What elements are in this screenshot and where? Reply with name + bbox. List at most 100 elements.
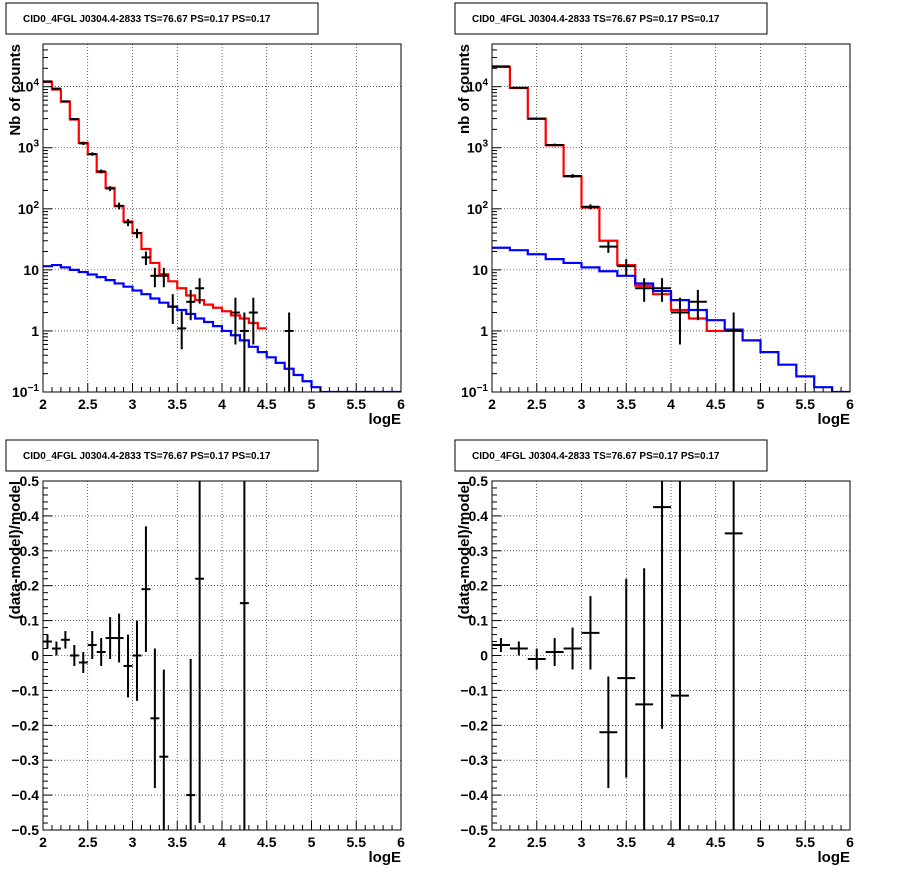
x-tick-label: 5 xyxy=(308,834,316,850)
data-point xyxy=(186,289,196,321)
x-tick-label: 4 xyxy=(667,396,675,412)
x-tick-label: 5 xyxy=(308,396,316,412)
data-point xyxy=(168,294,178,324)
data-point xyxy=(599,676,618,789)
x-tick-label: 4.5 xyxy=(706,396,726,412)
data-point xyxy=(563,174,582,178)
y-tick-label: −0.4 xyxy=(460,787,488,803)
data-point xyxy=(87,631,97,659)
x-tick-label: 2 xyxy=(488,396,496,412)
y-tick-base: 10 xyxy=(18,140,34,156)
y-tick-label: 0 xyxy=(31,648,39,664)
y-tick-label: −0.4 xyxy=(11,787,39,803)
data-point xyxy=(635,568,654,830)
y-tick-label: −0.2 xyxy=(460,717,488,733)
y-tick-base: 10 xyxy=(467,201,483,217)
x-tick-label: 5.5 xyxy=(347,396,367,412)
x-tick-label: 2.5 xyxy=(527,396,547,412)
y-tick-label: −0.3 xyxy=(11,752,39,768)
y-tick-label: 1 xyxy=(31,323,39,339)
data-point xyxy=(230,297,240,345)
series-layer xyxy=(492,481,743,830)
panel-2: 2 2.5 3 3.5 4 4.5 5 5.5 610−1110102103104logEnb … xyxy=(454,2,854,428)
data-point xyxy=(545,143,564,147)
data-point xyxy=(123,634,133,698)
y-tick-base: 10 xyxy=(467,140,483,156)
data-point xyxy=(492,65,510,68)
title-box xyxy=(454,439,768,472)
y-tick-label: 0.4 xyxy=(469,508,489,524)
x-tick-label: 3.5 xyxy=(617,834,637,850)
x-axis: 2 2.5 3 3.5 4 4.5 5 5.5 6 xyxy=(488,821,854,850)
y-tick-label: 10 xyxy=(472,262,488,278)
data-point xyxy=(123,219,133,227)
y-tick-exponent: 4 xyxy=(482,78,488,89)
data-point xyxy=(563,627,582,670)
data-point xyxy=(141,526,151,653)
panel-3: 2 2.5 3 3.5 4 4.5 5 5.5 6 −0.5 −0.4 −0.3 −0.2 −0.1 0 0.… xyxy=(5,439,405,866)
data-point xyxy=(527,648,546,670)
x-tick-label: 6 xyxy=(397,396,405,412)
y-tick-label: 0.5 xyxy=(20,473,40,489)
y-tick-label: 0.4 xyxy=(20,508,40,524)
x-tick-label: 3.5 xyxy=(168,396,188,412)
y-tick-base: 10 xyxy=(12,384,28,400)
data-point xyxy=(78,652,88,673)
x-tick-label: 5 xyxy=(757,396,765,412)
data-point xyxy=(114,202,124,210)
x-tick-label: 5 xyxy=(757,834,765,850)
y-tick-exponent: 3 xyxy=(482,139,488,150)
x-tick-label: 5.5 xyxy=(796,834,816,850)
series-layer xyxy=(43,80,401,392)
data-point xyxy=(581,596,600,670)
x-tick-label: 4 xyxy=(218,834,226,850)
y-tick-label: 0.1 xyxy=(469,613,489,629)
y-tick-base: 10 xyxy=(18,79,34,95)
panel-1: 2 2.5 3 3.5 4 4.5 5 5.5 610−1110102103104logENb … xyxy=(5,2,405,428)
title-box xyxy=(5,439,319,472)
y-tick-exponent: −1 xyxy=(477,383,489,394)
data-point xyxy=(60,100,70,103)
data-point xyxy=(159,267,169,288)
data-point xyxy=(195,278,205,304)
data-point xyxy=(284,312,294,392)
data-point xyxy=(671,481,689,830)
data-point xyxy=(617,578,636,778)
data-point xyxy=(159,669,169,830)
y-tick-label: 104 xyxy=(18,78,40,95)
background-histogram xyxy=(492,246,850,392)
chart-title: CID0_4FGL J0304.4-2833 TS=76.67 PS=0.17 … xyxy=(23,451,271,462)
x-axis-label: logE xyxy=(369,411,402,428)
data-point xyxy=(141,251,151,266)
x-tick-label: 6 xyxy=(397,834,405,850)
y-tick-base: 10 xyxy=(18,201,34,217)
y-tick-exponent: −1 xyxy=(28,383,40,394)
grid xyxy=(43,44,401,392)
y-tick-label: 0.5 xyxy=(469,473,489,489)
data-point xyxy=(581,204,600,210)
data-point xyxy=(78,141,88,145)
y-tick-label: −0.3 xyxy=(460,752,488,768)
data-point xyxy=(653,481,671,729)
x-tick-label: 2.5 xyxy=(78,834,98,850)
x-tick-label: 6 xyxy=(846,834,854,850)
y-tick-label: 10−1 xyxy=(461,383,488,400)
y-axis: −0.5 −0.4 −0.3 −0.2 −0.1 0 0.1 0.2 0.3 0.4 0.5 xyxy=(460,473,501,838)
y-tick-label: 103 xyxy=(467,139,489,156)
data-point xyxy=(114,613,124,663)
series-layer xyxy=(492,65,850,392)
y-tick-base: 10 xyxy=(461,384,477,400)
data-point xyxy=(239,312,249,392)
x-axis-label: logE xyxy=(369,849,402,866)
data-point xyxy=(248,297,258,345)
data-point xyxy=(724,481,743,830)
x-tick-label: 5.5 xyxy=(347,834,367,850)
chart-title: CID0_4FGL J0304.4-2833 TS=76.67 PS=0.17 … xyxy=(23,14,271,25)
data-point xyxy=(43,80,52,83)
y-tick-label: −0.2 xyxy=(11,717,39,733)
grid xyxy=(492,44,850,392)
data-point xyxy=(239,481,249,830)
x-axis-label: logE xyxy=(818,411,851,428)
